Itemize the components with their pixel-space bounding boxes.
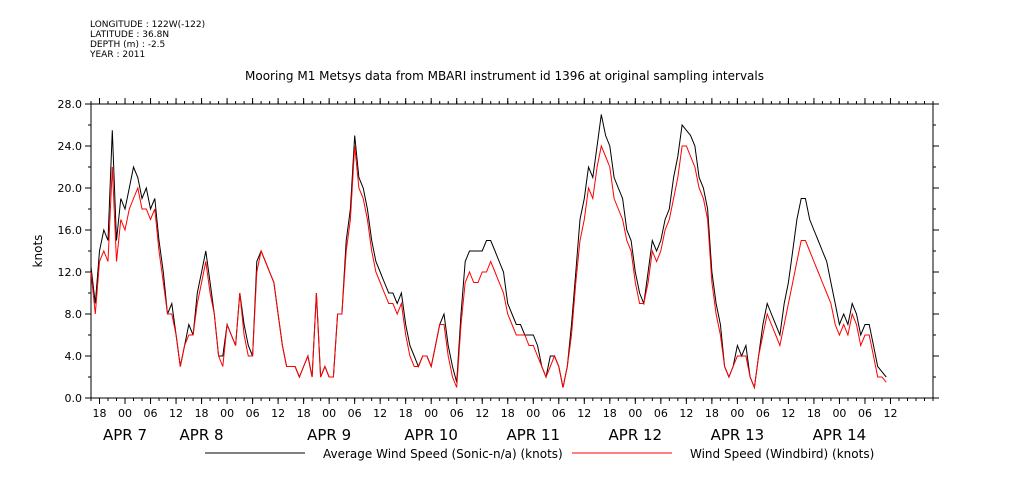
legend: Average Wind Speed (Sonic-n/a) (knots) Wi… — [205, 447, 874, 461]
meta-line-depth: DEPTH (m) : -2.5 — [90, 40, 166, 50]
x-tick-label: 12 — [475, 407, 489, 420]
series-line-1 — [90, 144, 887, 390]
x-day-label: APR 14 — [813, 426, 867, 444]
x-tick-label: 12 — [577, 407, 591, 420]
x-tick-label: 00 — [628, 407, 642, 420]
x-tick-label: 18 — [807, 407, 821, 420]
x-tick-label: 06 — [144, 407, 158, 420]
meta-line-latitude: LATITUDE : 36.8N — [90, 30, 170, 40]
x-day-label: APR 10 — [404, 426, 458, 444]
x-tick-label: 12 — [271, 407, 285, 420]
x-day-label: APR 9 — [307, 426, 351, 444]
x-tick-label: 18 — [501, 407, 515, 420]
x-tick-label: 00 — [322, 407, 336, 420]
series-line-0 — [90, 114, 887, 390]
y-tick-label: 0.0 — [65, 392, 83, 405]
x-tick-label: 18 — [93, 407, 107, 420]
x-tick-label: 00 — [118, 407, 132, 420]
y-tick-label: 16.0 — [58, 224, 83, 237]
x-tick-label: 06 — [756, 407, 770, 420]
x-tick-label: 00 — [832, 407, 846, 420]
x-day-label: APR 13 — [711, 426, 765, 444]
x-tick-label: 18 — [603, 407, 617, 420]
x-tick-label: 18 — [195, 407, 209, 420]
legend-label-1: Wind Speed (Windbird) (knots) — [690, 447, 874, 461]
y-tick-label: 20.0 — [58, 182, 83, 195]
x-tick-label: 06 — [552, 407, 566, 420]
x-tick-label: 00 — [220, 407, 234, 420]
x-tick-label: 00 — [424, 407, 438, 420]
x-tick-label: 12 — [679, 407, 693, 420]
y-axis-label: knots — [31, 235, 45, 268]
y-tick-label: 24.0 — [58, 140, 83, 153]
x-tick-label: 18 — [399, 407, 413, 420]
series-lines — [90, 114, 887, 390]
x-tick-label: 18 — [297, 407, 311, 420]
x-tick-label: 12 — [169, 407, 183, 420]
meta-line-longitude: LONGITUDE : 122W(-122) — [90, 20, 206, 30]
x-tick-label: 12 — [781, 407, 795, 420]
meta-line-year: YEAR : 2011 — [90, 50, 146, 60]
plot-frame — [90, 103, 934, 399]
y-tick-label: 8.0 — [65, 308, 83, 321]
y-tick-label: 4.0 — [65, 350, 83, 363]
y-tick-label: 28.0 — [58, 98, 83, 111]
x-tick-label: 00 — [730, 407, 744, 420]
legend-label-0: Average Wind Speed (Sonic-n/a) (knots) — [323, 447, 563, 461]
x-tick-label: 06 — [654, 407, 668, 420]
x-tick-label: 06 — [348, 407, 362, 420]
axes: 0.0 4.0 8.0 12.0 16.0 20.0 24.0 28.0 knots 18 00 06… — [31, 98, 939, 444]
x-day-label: APR 7 — [103, 426, 147, 444]
y-tick-label: 12.0 — [58, 266, 83, 279]
x-tick-label: 06 — [450, 407, 464, 420]
x-day-label: APR 12 — [609, 426, 663, 444]
x-tick-label: 00 — [526, 407, 540, 420]
metadata-block: LONGITUDE : 122W(-122) LATITUDE : 36.8N … — [90, 20, 205, 60]
x-tick-label: 18 — [705, 407, 719, 420]
chart-title: Mooring M1 Metsys data from MBARI instru… — [245, 69, 764, 83]
x-tick-label: 12 — [883, 407, 897, 420]
x-day-label: APR 8 — [180, 426, 224, 444]
x-day-label: APR 11 — [506, 426, 560, 444]
x-tick-label: 06 — [246, 407, 260, 420]
x-tick-label: 06 — [858, 407, 872, 420]
x-tick-label: 12 — [373, 407, 387, 420]
